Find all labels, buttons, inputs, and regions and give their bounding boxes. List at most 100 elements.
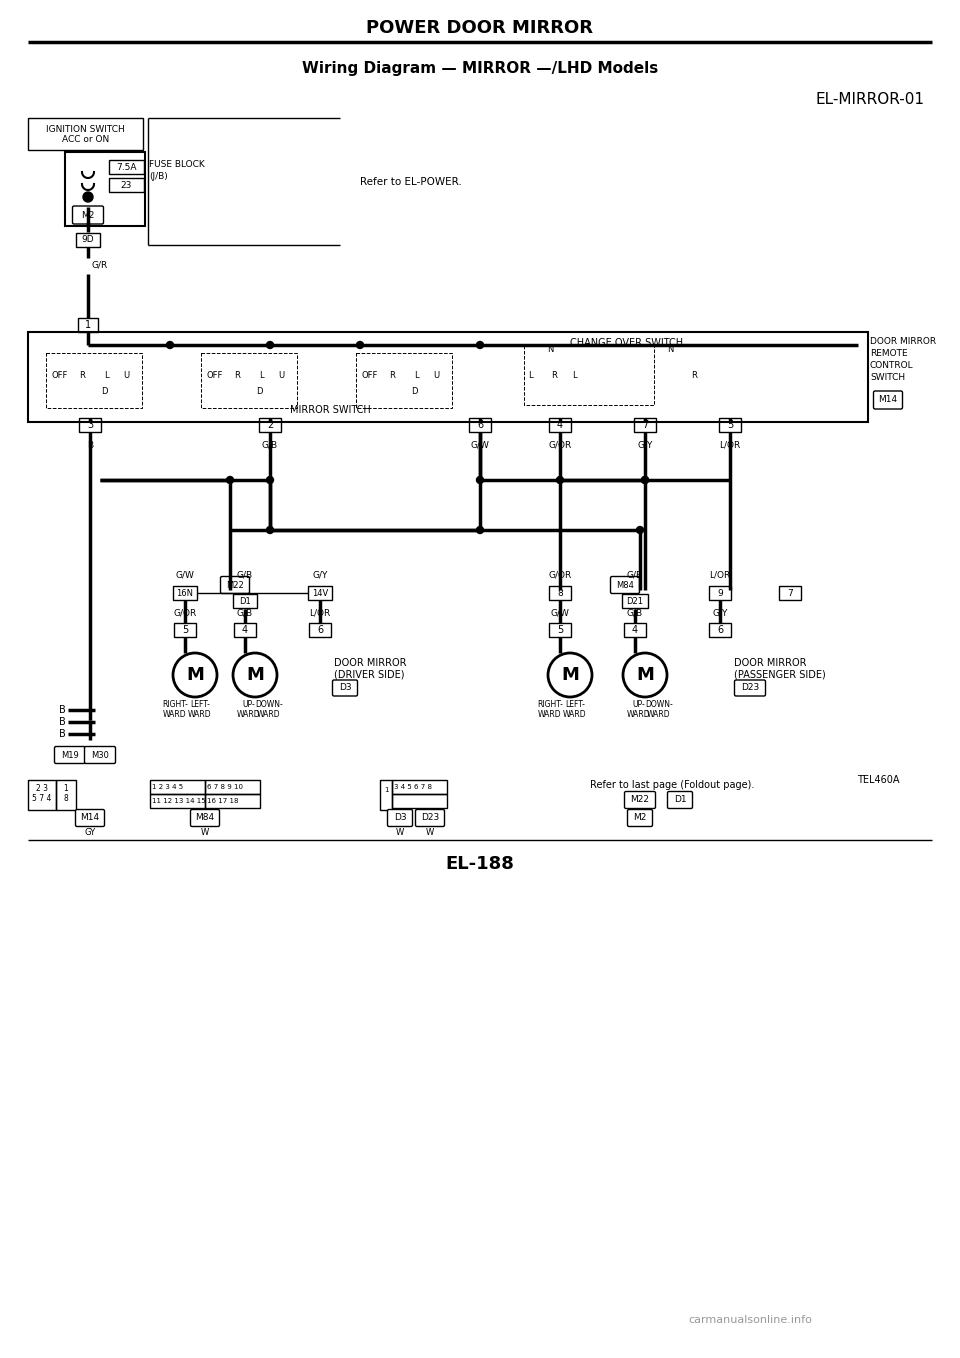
Bar [709,623,731,637]
Text: L: L [528,371,532,379]
Text: UP-
WARD: UP- WARD [237,699,261,720]
Text: 7.5A: 7.5A [116,163,136,171]
Text: (J/B): (J/B) [149,172,168,181]
Text: L: L [258,371,263,379]
Circle shape [623,653,667,697]
Bar [233,593,257,608]
Bar [549,623,571,637]
Text: 5: 5 [557,625,564,636]
Text: D: D [411,387,418,395]
Text: CHANGE OVER SWITCH: CHANGE OVER SWITCH [570,338,684,348]
Text: R: R [79,371,84,379]
Circle shape [548,653,592,697]
Text: G/B: G/B [262,441,278,449]
Bar [709,587,731,600]
Text: G/W: G/W [176,570,195,579]
FancyBboxPatch shape [734,680,765,697]
Text: N: N [547,345,553,353]
Text: M: M [561,665,579,684]
Text: DOOR MIRROR: DOOR MIRROR [870,337,936,346]
Text: G/Y: G/Y [312,570,327,579]
Text: MIRROR SWITCH: MIRROR SWITCH [290,405,371,416]
Bar [28,118,143,149]
Circle shape [476,341,484,349]
Text: D23: D23 [741,683,759,693]
Text: B: B [87,441,93,449]
FancyBboxPatch shape [628,809,653,827]
Text: W: W [396,828,404,837]
Text: SWITCH: SWITCH [870,373,905,382]
Text: 4: 4 [242,625,248,636]
Text: L: L [414,371,419,379]
Text: DOWN-
WARD: DOWN- WARD [645,699,673,720]
Text: 23: 23 [120,181,132,190]
Text: D1: D1 [239,596,251,606]
FancyBboxPatch shape [84,747,115,763]
Text: M2: M2 [634,813,647,823]
Text: D3: D3 [339,683,351,693]
Text: OFF: OFF [362,371,378,379]
Text: B: B [59,705,65,716]
Text: G/B: G/B [627,608,643,618]
Text: M19: M19 [61,751,79,759]
Text: LEFT-
WARD: LEFT- WARD [188,699,212,720]
Text: G/OR: G/OR [548,441,571,449]
Bar [150,779,205,794]
FancyBboxPatch shape [76,809,105,827]
Text: M: M [246,665,264,684]
Text: G/OR: G/OR [174,608,197,618]
Text: 6: 6 [477,420,483,430]
Bar [174,623,196,637]
FancyBboxPatch shape [221,577,250,593]
Bar [719,418,741,432]
FancyBboxPatch shape [667,792,692,808]
Bar [549,587,571,600]
Bar [56,779,76,809]
Text: 1: 1 [384,788,388,793]
Text: W: W [426,828,434,837]
Circle shape [557,477,564,483]
Text: M30: M30 [91,751,108,759]
Text: R: R [691,371,697,379]
Bar [259,418,281,432]
Text: 1 2 3 4 5: 1 2 3 4 5 [152,784,183,790]
Text: carmanualsonline.info: carmanualsonline.info [688,1315,812,1325]
Text: CONTROL: CONTROL [870,361,914,369]
Text: OFF: OFF [52,371,68,379]
Bar [201,353,297,407]
Text: 7: 7 [787,588,793,598]
Bar [173,587,197,600]
Circle shape [356,341,364,349]
Text: L: L [104,371,108,379]
Bar [779,587,801,600]
Bar [205,779,260,794]
Text: 8: 8 [557,588,563,598]
Text: M14: M14 [878,395,898,405]
Text: 6: 6 [717,625,723,636]
Text: M14: M14 [81,813,100,823]
Text: GY: GY [84,828,96,837]
FancyBboxPatch shape [416,809,444,827]
Text: 4: 4 [557,420,564,430]
Bar [234,623,256,637]
Circle shape [476,477,484,483]
Bar [109,160,144,174]
Bar [624,623,646,637]
Circle shape [267,341,274,349]
Text: 5: 5 [181,625,188,636]
Text: 14V: 14V [312,588,328,598]
Text: 5 7 4: 5 7 4 [33,794,52,803]
Bar [79,418,101,432]
Bar [28,779,56,809]
FancyBboxPatch shape [625,792,656,808]
Circle shape [641,477,649,483]
Text: G/B: G/B [237,608,253,618]
Text: B: B [59,717,65,727]
Bar [524,345,654,405]
Text: Refer to EL-POWER.: Refer to EL-POWER. [360,177,462,187]
FancyBboxPatch shape [332,680,357,697]
Text: M84: M84 [196,813,215,823]
Text: 3 4 5 6 7 8: 3 4 5 6 7 8 [394,784,432,790]
Text: ACC or ON: ACC or ON [61,134,109,144]
Text: 1: 1 [63,784,68,793]
